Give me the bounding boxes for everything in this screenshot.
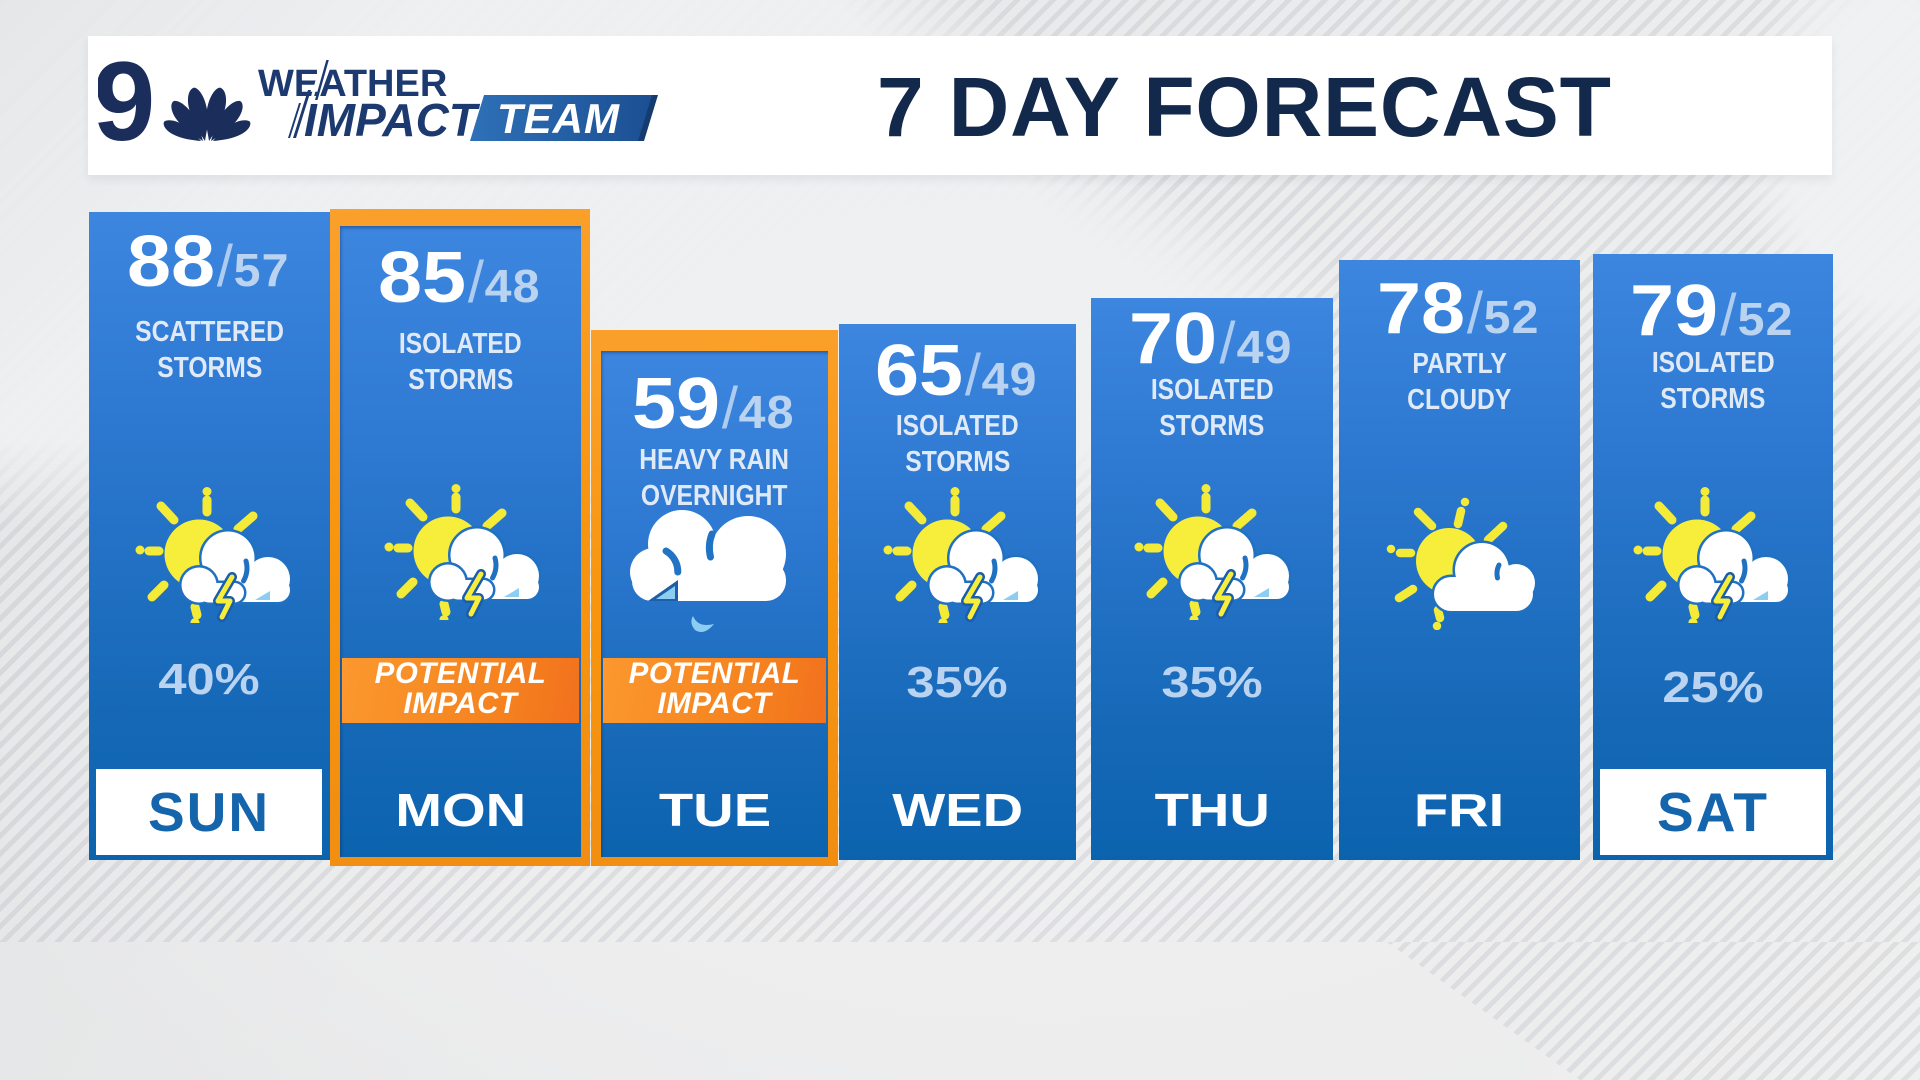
svg-text:9: 9 [98,60,155,150]
svg-text:TEAM: TEAM [497,95,620,142]
svg-text:IMPACT: IMPACT [304,94,481,146]
svg-text:WEATHER: WEATHER [258,63,447,105]
